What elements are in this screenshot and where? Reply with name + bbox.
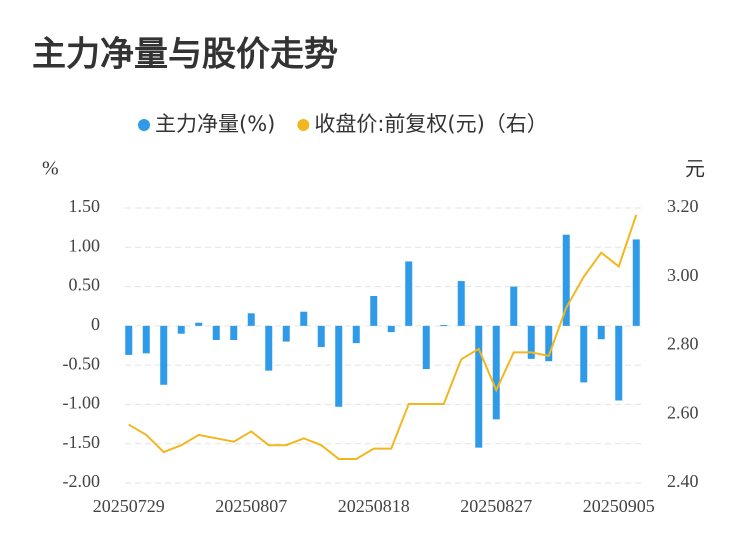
- bar: [632, 239, 640, 326]
- bar: [265, 325, 273, 371]
- y2-tick-label: 2.80: [667, 334, 699, 354]
- bar: [510, 286, 518, 326]
- bar: [282, 325, 290, 342]
- legend: 主力净量(%) 收盘价:前复权(元)（右）: [138, 112, 548, 136]
- bar: [125, 325, 133, 355]
- bar: [545, 325, 553, 362]
- bar: [562, 234, 570, 326]
- bar: [195, 322, 203, 326]
- bar: [177, 325, 185, 334]
- legend-marker: [297, 119, 310, 131]
- bar: [247, 313, 255, 326]
- y-tick-label: 1.00: [69, 235, 101, 255]
- y-tick-label: -1.00: [63, 393, 101, 413]
- bar: [615, 325, 623, 401]
- bar: [492, 325, 500, 420]
- x-tick-label: 20250807: [215, 496, 287, 516]
- bar: [527, 325, 535, 359]
- bar: [405, 261, 413, 326]
- bar: [440, 325, 448, 327]
- y2-axis-label: 元: [685, 157, 705, 181]
- bar: [317, 325, 325, 348]
- x-tick-label: 20250827: [460, 496, 532, 516]
- y-tick-label: -0.50: [63, 353, 101, 373]
- y-tick-label: -1.50: [63, 432, 101, 452]
- bar: [160, 325, 168, 385]
- bar: [212, 325, 220, 340]
- bar: [370, 296, 378, 326]
- y-axis-label: %: [42, 158, 59, 180]
- bar: [580, 325, 588, 383]
- legend-label: 收盘价:前复权(元)（右）: [314, 112, 547, 136]
- y-tick-label: 1.50: [69, 196, 101, 216]
- y-tick-label: -2.00: [63, 471, 101, 491]
- y-tick-label: 0.50: [69, 275, 101, 295]
- bar: [230, 325, 238, 340]
- bar: [142, 325, 150, 354]
- y2-tick-label: 2.60: [667, 402, 699, 422]
- bar: [597, 325, 605, 340]
- y2-tick-label: 2.40: [667, 471, 699, 491]
- legend-label: 主力净量(%): [155, 112, 275, 136]
- price-line: [128, 214, 638, 460]
- bar: [387, 325, 395, 333]
- bar: [457, 281, 465, 326]
- chart-title: 主力净量与股价走势: [32, 35, 338, 75]
- bar: [422, 325, 430, 370]
- bar: [475, 325, 483, 448]
- x-tick-label: 20250905: [583, 496, 655, 516]
- x-tick-label: 20250729: [93, 496, 165, 516]
- y-tick-label: 0: [91, 314, 100, 334]
- y2-tick-label: 3.20: [667, 196, 699, 216]
- legend-marker: [138, 119, 150, 131]
- bar: [352, 325, 360, 344]
- y2-tick-label: 3.00: [667, 265, 699, 285]
- x-tick-label: 20250818: [338, 496, 410, 516]
- bar: [300, 311, 308, 326]
- bar: [335, 325, 343, 407]
